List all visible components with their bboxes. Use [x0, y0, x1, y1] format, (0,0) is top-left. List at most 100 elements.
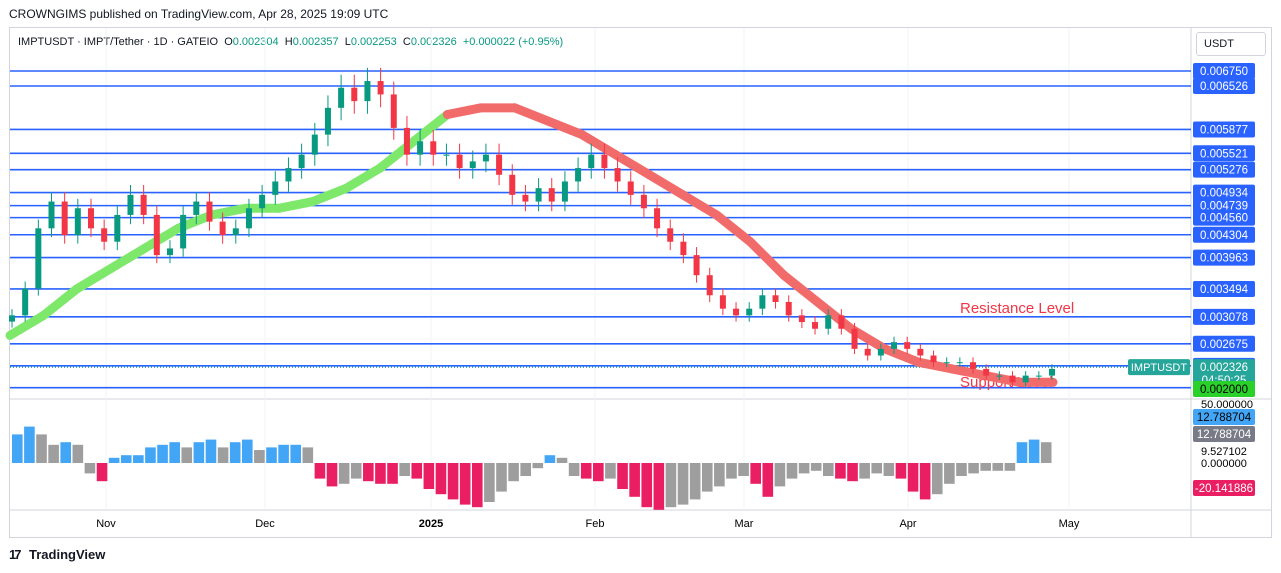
- osc-bar-13: [169, 442, 180, 463]
- osc-bar-59: [726, 463, 737, 479]
- level-tag-1: [1193, 77, 1255, 94]
- time-label-dec: Dec: [255, 518, 275, 530]
- candle-body-9: [127, 194, 134, 215]
- candle-body-66: [877, 348, 884, 356]
- ma-segment-21: [712, 210, 755, 247]
- osc-bar-77: [944, 463, 955, 484]
- level-tag-text-2: 0.005877: [1200, 124, 1248, 136]
- candle-body-71: [943, 362, 950, 364]
- current-price-value: 0.002326: [1200, 362, 1248, 374]
- osc-bar-47: [580, 463, 592, 479]
- candle-body-11: [153, 214, 160, 256]
- candle-body-78: [1035, 375, 1042, 377]
- candle-body-15: [206, 201, 213, 222]
- ma-segment-28: [947, 364, 991, 381]
- osc-bar-12: [157, 444, 168, 463]
- symbol-line[interactable]: IMPTUSDT · IMPT/Tether · 1D · GATEIO: [18, 36, 219, 48]
- osc-bar-25: [314, 463, 326, 479]
- ma-segment-26: [880, 344, 923, 367]
- level-tag-text-0: 0.006750: [1200, 66, 1248, 78]
- ma-segment-8: [274, 197, 318, 213]
- osc-bar-42: [520, 463, 531, 476]
- candle-body-6: [87, 208, 94, 229]
- symbol-legend: IMPTUSDT · IMPT/Tether · 1D · GATEIO O0.…: [18, 36, 563, 48]
- osc-bar-50: [617, 463, 628, 489]
- level-tag-text-4: 0.005276: [1200, 165, 1248, 177]
- candle-body-69: [917, 348, 924, 356]
- candle-body-27: [364, 81, 371, 102]
- osc-bar-75: [919, 463, 931, 500]
- level-tag-text-8: 0.004304: [1200, 230, 1249, 242]
- osc-bar-15: [193, 442, 205, 463]
- osc-bar-51: [629, 463, 640, 497]
- low-label: L: [344, 36, 351, 48]
- level-tag-text-7: 0.004560: [1200, 213, 1248, 225]
- osc-bar-17: [217, 447, 229, 463]
- candle-body-70: [930, 355, 937, 363]
- candle-body-72: [956, 362, 963, 364]
- candle-body-68: [904, 342, 911, 349]
- osc-tick-mid: 9.527102: [1201, 446, 1247, 458]
- candle-body-54: [719, 295, 726, 309]
- osc-bar-1: [24, 426, 35, 463]
- currency-selector[interactable]: USDT: [1196, 32, 1266, 56]
- candle-body-14: [193, 201, 200, 215]
- ma-segment-2: [72, 263, 116, 294]
- osc-bar-43: [532, 463, 544, 469]
- level-tag-8: [1193, 226, 1255, 243]
- candle-body-19: [259, 194, 266, 209]
- level-tag-2: [1193, 121, 1255, 138]
- candle-body-5: [74, 208, 81, 236]
- osc-bar-72: [883, 463, 895, 476]
- candle-body-0: [9, 315, 15, 322]
- candle-body-36: [482, 154, 489, 162]
- candle-body-20: [272, 181, 279, 195]
- osc-bar-32: [399, 463, 410, 476]
- ma-segment-15: [510, 103, 553, 126]
- candle-body-47: [627, 181, 634, 195]
- close-value: 0.002326: [410, 36, 457, 48]
- osc-tick-50: 50.000000: [1201, 399, 1253, 411]
- time-label-nov: Nov: [96, 518, 116, 530]
- osc-badge-b-text: 12.788704: [1197, 429, 1252, 441]
- symbol-tag: [1128, 359, 1190, 376]
- candle-body-3: [48, 201, 55, 229]
- osc-bar-65: [798, 463, 810, 474]
- level-tag-11: [1193, 308, 1255, 325]
- osc-bar-74: [907, 463, 919, 492]
- level-tag-12: [1193, 335, 1255, 352]
- candle-body-35: [469, 161, 476, 169]
- osc-bar-11: [145, 447, 156, 463]
- level-tag-text-11: 0.003078: [1200, 312, 1248, 324]
- osc-badge-c: [1193, 480, 1255, 496]
- ma-segment-1: [39, 284, 82, 320]
- support-price-text: 0.002000: [1200, 384, 1248, 396]
- osc-tick-zero: 0.000000: [1201, 458, 1247, 470]
- osc-bar-0: [12, 434, 23, 463]
- osc-badge-b: [1193, 426, 1255, 442]
- support-price-tag: [1193, 381, 1255, 397]
- osc-bar-24: [302, 447, 314, 463]
- osc-badge-a-text: 12.788704: [1197, 412, 1252, 424]
- candle-body-17: [232, 228, 239, 236]
- current-price-tag: [1193, 359, 1255, 388]
- candle-body-8: [114, 214, 121, 242]
- candle-body-55: [733, 308, 740, 316]
- publisher-line: CROWNGIMS published on TradingView.com, …: [9, 7, 389, 21]
- candle-body-13: [180, 214, 187, 249]
- candle-body-10: [140, 194, 147, 215]
- osc-bar-61: [750, 463, 761, 484]
- osc-bar-82: [1004, 463, 1016, 471]
- candle-body-51: [680, 241, 687, 256]
- chart-frame: [9, 27, 1272, 538]
- osc-bar-23: [290, 444, 302, 463]
- time-label-apr: Apr: [899, 518, 916, 530]
- candle-body-53: [706, 275, 713, 296]
- level-tag-text-9: 0.003963: [1200, 253, 1248, 265]
- tradingview-logo[interactable]: 17 TradingView: [9, 547, 105, 562]
- candle-body-42: [561, 181, 568, 202]
- osc-bar-22: [278, 444, 289, 463]
- osc-badge-a: [1193, 409, 1255, 425]
- level-tag-0: [1193, 63, 1255, 79]
